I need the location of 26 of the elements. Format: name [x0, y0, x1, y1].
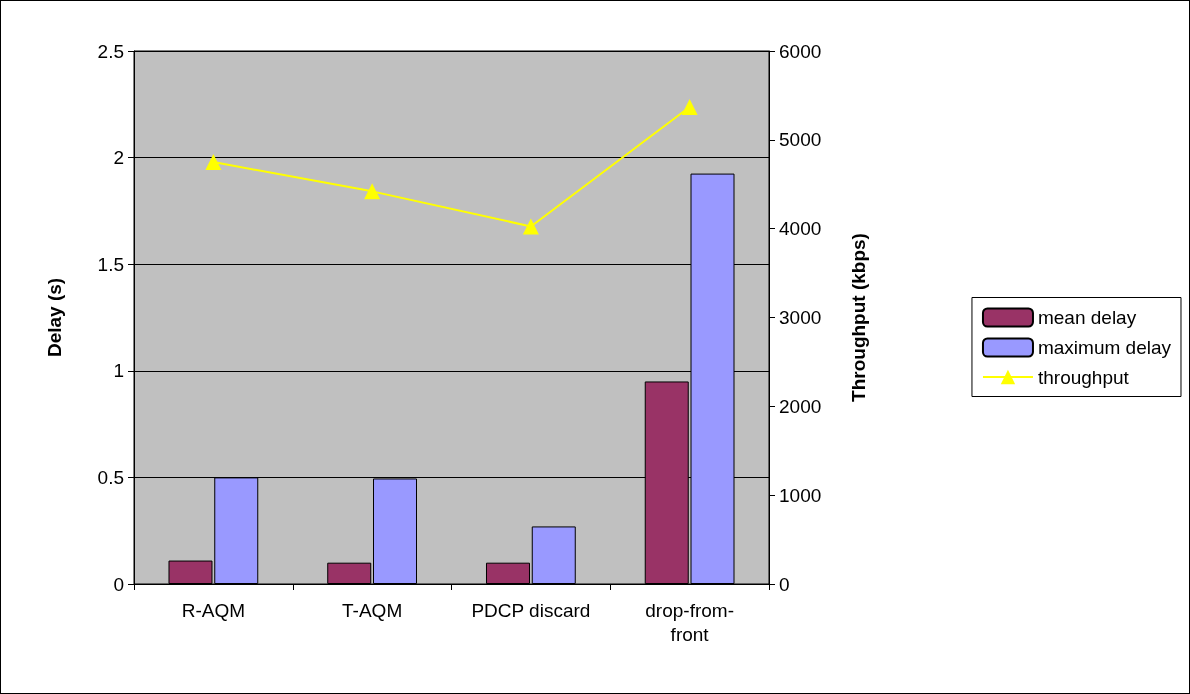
legend-label: throughput: [1037, 366, 1130, 388]
legend-label: mean delay: [1037, 307, 1137, 328]
y-tick-label: 2.5: [97, 40, 124, 62]
y2-tick-label: 2000: [779, 395, 822, 417]
x-tick-label: drop-from-front: [645, 599, 734, 645]
y2-tick-label: 6000: [779, 40, 822, 62]
y-axis-title: Delay (s): [44, 277, 65, 358]
y2-axis-title: Throughput (kbps): [848, 233, 869, 402]
point: [205, 154, 222, 171]
y2-tick-label: 5000: [779, 129, 822, 151]
point: [681, 98, 698, 115]
y2-tick-label: 4000: [779, 218, 822, 240]
x-tick-label: T-AQM: [342, 599, 403, 621]
point: [364, 183, 381, 200]
y-tick-label: 0: [113, 573, 124, 595]
x-tick-label: PDCP discard: [471, 599, 591, 621]
y-tick-label: 0.5: [97, 466, 124, 488]
point: [522, 218, 539, 235]
y-tick-label: 2: [113, 147, 124, 169]
y2-tick-label: 1000: [779, 484, 822, 506]
y2-tick-label: 0: [779, 573, 790, 595]
x-tick-label: R-AQM: [181, 599, 246, 621]
y-tick-label: 1: [113, 360, 124, 382]
y2-tick-label: 3000: [779, 307, 822, 328]
legend-label: maximum delay: [1037, 337, 1172, 358]
y-tick-label: 1.5: [97, 253, 124, 275]
